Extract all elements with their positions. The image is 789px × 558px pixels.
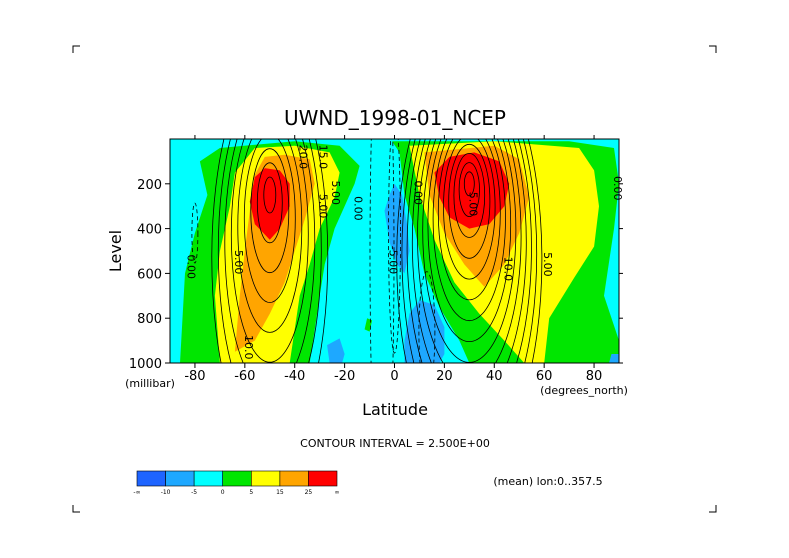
fill-neg10-neg5-nh xyxy=(609,354,619,363)
contour-neg-1 xyxy=(418,271,436,363)
fill-25-plus-south xyxy=(249,168,290,240)
x-tick-label: 60 xyxy=(536,369,553,384)
x-tick-label: 20 xyxy=(436,369,453,384)
x-tick-label: 80 xyxy=(586,369,603,384)
contour-label: 0.00 xyxy=(412,181,425,206)
contour-label: 20.0 xyxy=(297,145,310,170)
y-tick-label: 400 xyxy=(137,223,162,238)
fill-25-plus-north xyxy=(434,152,510,229)
colorbar-bin xyxy=(308,470,338,487)
contour-south-2 xyxy=(250,148,290,274)
contour-south-1 xyxy=(256,162,283,244)
colorbar-tick-label: 25 xyxy=(305,489,313,496)
contour-north-12 xyxy=(401,139,538,363)
contour-label: 0.00 xyxy=(185,254,198,279)
contour-north-1 xyxy=(458,162,480,218)
contour-north-3 xyxy=(448,143,491,259)
contour-neg-2 xyxy=(369,139,395,363)
contour-label: 5.00 xyxy=(232,250,245,275)
colorbar-tick-label: -∞ xyxy=(133,489,140,496)
contour-north-2 xyxy=(453,152,486,238)
contour-label: 10.0 xyxy=(501,257,514,282)
y-axis-title: Level xyxy=(106,230,125,272)
contour-label: 0.00 xyxy=(352,196,365,221)
contour-south-5 xyxy=(230,139,309,363)
contour-label: 15.0 xyxy=(317,145,330,170)
colorbar-bin xyxy=(222,470,252,487)
y-tick-label: 800 xyxy=(137,312,162,327)
colorbar-bin xyxy=(251,470,281,487)
x-tick-label: 0 xyxy=(390,369,398,384)
colorbar-tick-label: -5 xyxy=(191,489,197,496)
contour-label: 5.00 xyxy=(329,181,342,206)
contour-north-4 xyxy=(443,139,496,280)
contour-neg-0 xyxy=(388,139,401,354)
x-tick-label: 40 xyxy=(486,369,503,384)
contour-label: 5.00 xyxy=(317,194,330,219)
contour-north-8 xyxy=(422,139,517,363)
colorbar-tick-label: 5 xyxy=(249,489,253,496)
contour-label: 0.00 xyxy=(611,176,624,201)
contour-south-8 xyxy=(211,139,329,363)
y-axis-units: (millibar) xyxy=(125,377,175,390)
contour-neg-3 xyxy=(191,202,199,264)
x-tick-label: -40 xyxy=(284,369,305,384)
x-axis-title: Latitude xyxy=(362,400,428,419)
colorbar-tick-label: 0 xyxy=(221,489,225,496)
x-axis-units: (degrees_north) xyxy=(540,384,628,397)
colorbar-tick-label: ∞ xyxy=(335,489,340,496)
contour-interval-label: CONTOUR INTERVAL = 2.500E+00 xyxy=(300,437,490,450)
colorbar-bin xyxy=(193,470,224,487)
contour-north-9 xyxy=(417,139,522,363)
contour-south-7 xyxy=(217,139,322,363)
contour-south-3 xyxy=(243,139,296,303)
contour-north-13 xyxy=(396,139,543,363)
fill-neg10-neg5-upper xyxy=(384,183,410,274)
colorbar-tick-label: -10 xyxy=(161,489,171,496)
contour-north-10 xyxy=(411,139,527,363)
contour-label: 5.00 xyxy=(541,252,554,277)
colorbar-bin xyxy=(279,470,309,487)
fill-neg10-neg5-sh xyxy=(327,338,345,363)
colorbar-bin xyxy=(136,470,166,487)
contour-south-4 xyxy=(237,139,303,333)
contour-label: 5.00 xyxy=(466,192,479,217)
colorbar-tick-label: 15 xyxy=(276,489,284,496)
colorbar-bin xyxy=(165,470,195,487)
contour-south-6 xyxy=(224,139,316,363)
x-tick-label: -20 xyxy=(334,369,355,384)
mean-longitude-label: (mean) lon:0..357.5 xyxy=(493,475,602,488)
colorbar: -∞ -10 -5 0 5 15 25 ∞ xyxy=(133,470,340,496)
contour-south-0 xyxy=(263,176,277,214)
crop-marks xyxy=(72,45,717,513)
contour-north-5 xyxy=(437,139,501,301)
contour-label: 10.0 xyxy=(242,335,255,360)
y-tick-label: 1000 xyxy=(129,357,162,372)
y-tick-label: 200 xyxy=(137,178,162,193)
chart-title: UWND_1998-01_NCEP xyxy=(284,106,506,130)
contour-north-0 xyxy=(463,171,475,197)
contour-north-7 xyxy=(427,139,512,342)
x-tick-label: -60 xyxy=(234,369,255,384)
contour-north-11 xyxy=(406,139,532,363)
y-tick-label: 600 xyxy=(137,267,162,282)
contour-label: -5.00 xyxy=(387,246,400,274)
x-tick-label: -80 xyxy=(184,369,205,384)
contour-north-6 xyxy=(432,139,506,322)
